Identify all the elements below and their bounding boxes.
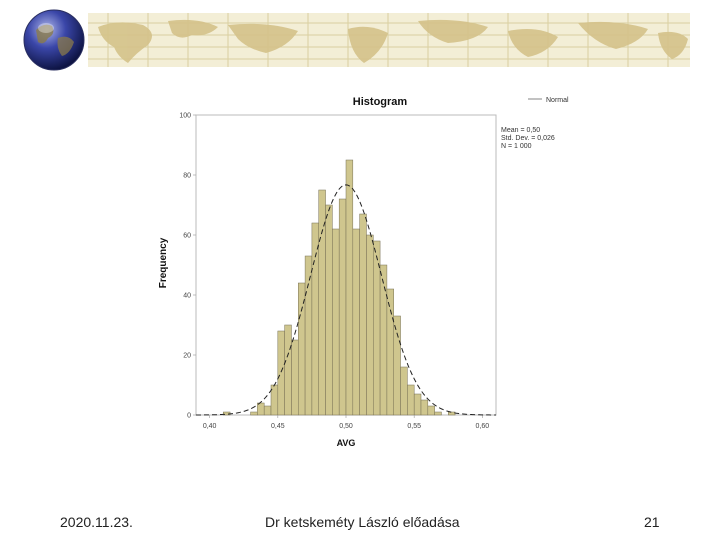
histogram-bar: [332, 228, 340, 416]
legend-label: Normal: [546, 97, 569, 104]
histogram-bar: [386, 288, 394, 416]
histogram-bar: [304, 255, 313, 416]
y-tick-label: 40: [183, 293, 191, 300]
footer-author: Dr ketskeméty László előadása: [265, 514, 460, 530]
histogram-bar: [400, 366, 408, 416]
x-tick-label: 0,50: [339, 423, 353, 430]
stat-mean: Mean = 0,50: [501, 127, 540, 134]
histogram-bar: [284, 324, 292, 416]
histogram-bar: [345, 159, 354, 416]
y-axis-label: Frequency: [158, 237, 169, 288]
stat-std: Std. Dev. = 0,026: [501, 135, 555, 142]
histogram-bar: [298, 282, 306, 416]
histogram-bar: [311, 222, 319, 416]
normal-curve: [195, 184, 497, 416]
histogram-bar: [393, 315, 401, 416]
y-tick-label: 0: [187, 413, 191, 420]
histogram-bar: [427, 405, 435, 416]
histogram-bar: [263, 405, 272, 416]
histogram-bar: [379, 264, 388, 416]
histogram-bar: [366, 234, 374, 416]
y-tick-label: 20: [183, 353, 191, 360]
histogram-bar: [250, 411, 258, 416]
histogram-bar: [291, 339, 299, 416]
y-tick-label: 80: [183, 173, 191, 180]
histogram-bar: [257, 402, 265, 416]
histogram-bar: [277, 330, 285, 416]
histogram-bar: [434, 411, 442, 416]
histogram-bar: [325, 204, 333, 416]
x-tick-label: 0,45: [271, 423, 285, 430]
histogram-bar: [407, 384, 415, 416]
chart-title: Histogram: [353, 96, 408, 108]
histogram-bar: [448, 411, 456, 416]
x-tick-label: 0,60: [476, 423, 490, 430]
legend: Normal: [528, 97, 569, 104]
histogram-bar: [420, 399, 429, 416]
x-tick-label: 0,40: [203, 423, 217, 430]
histogram-bar: [413, 393, 422, 416]
y-tick-label: 60: [183, 233, 191, 240]
histogram-bar: [352, 228, 360, 416]
page-number: 21: [644, 514, 660, 530]
y-tick-label: 100: [179, 113, 191, 120]
footer-date: 2020.11.23.: [60, 514, 133, 530]
stat-n: N = 1 000: [501, 143, 532, 150]
histogram-chart: Histogram Normal Mean = 0,50 Std. Dev. =…: [150, 88, 590, 453]
x-tick-label: 0,55: [407, 423, 421, 430]
globe-logo: [22, 8, 86, 72]
histogram-bar: [359, 213, 367, 416]
stats-box: Mean = 0,50 Std. Dev. = 0,026 N = 1 000: [501, 127, 555, 150]
histogram-bar: [338, 198, 347, 416]
x-axis-label: AVG: [337, 438, 356, 448]
world-map-banner: [88, 13, 690, 67]
